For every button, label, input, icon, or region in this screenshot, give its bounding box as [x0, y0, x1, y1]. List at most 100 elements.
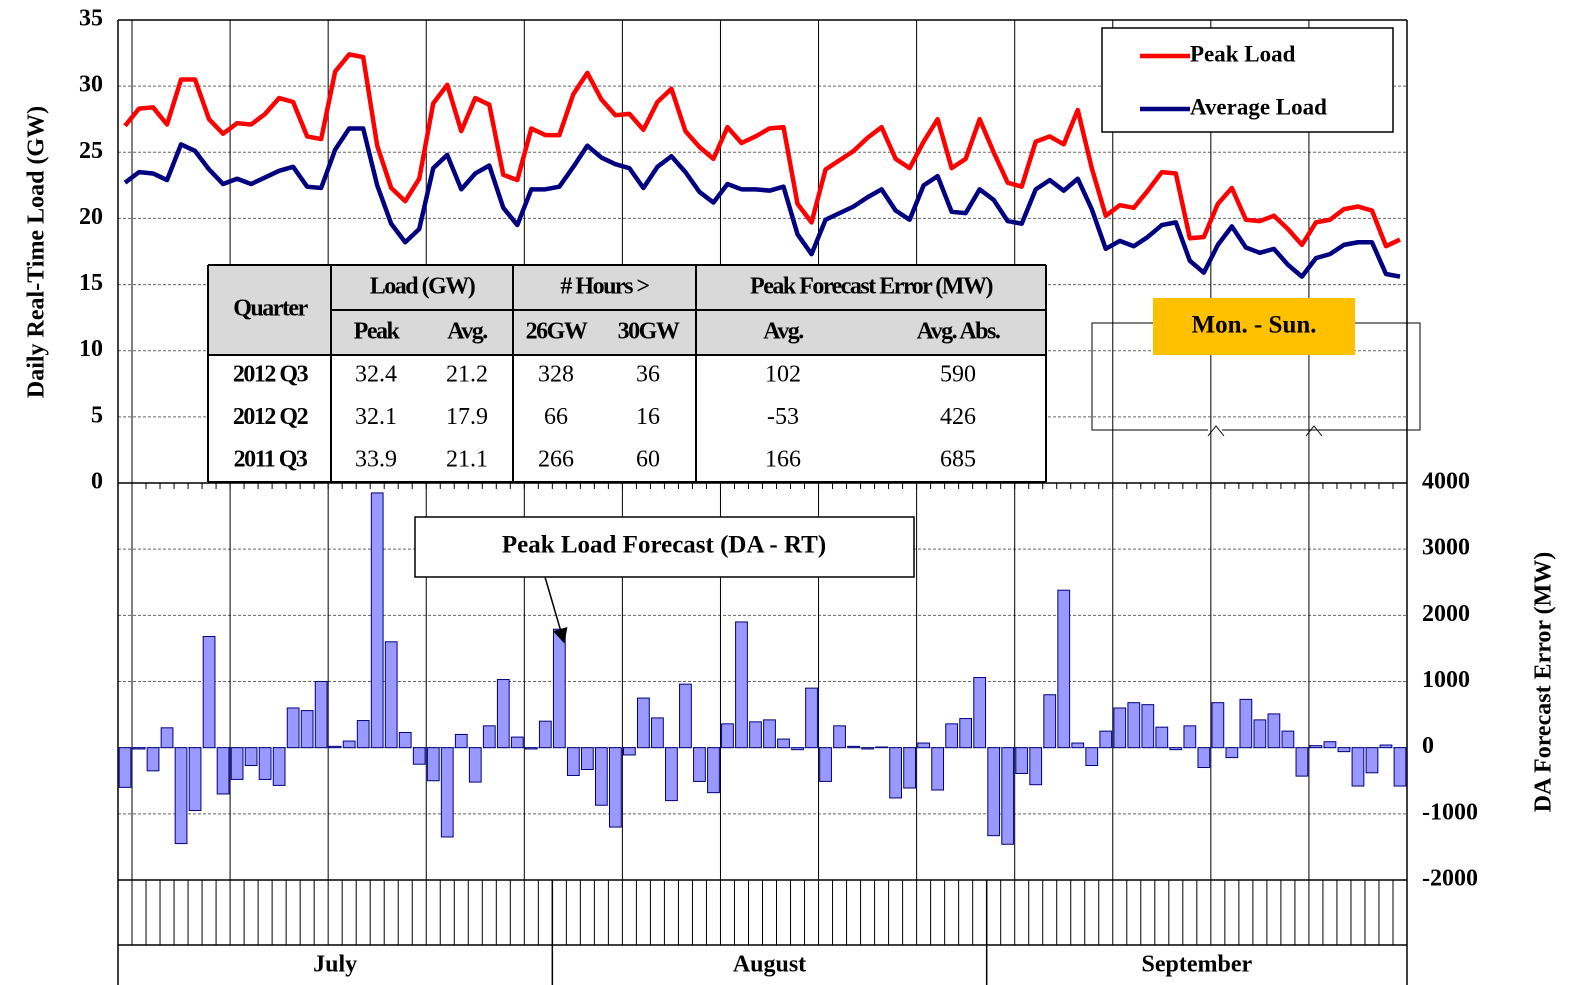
- bar: [763, 719, 776, 749]
- y-tick-label: 30: [79, 72, 103, 98]
- bar: [412, 747, 426, 765]
- bar: [1155, 726, 1169, 749]
- bar: [1295, 747, 1309, 777]
- bar: [1113, 707, 1127, 749]
- table-cell: 66: [544, 404, 568, 430]
- table-cell: 16: [636, 404, 660, 430]
- table-cell: 30GW: [618, 319, 680, 345]
- bar: [1281, 730, 1295, 749]
- bar: [272, 747, 286, 786]
- table-cell: 32.4: [355, 362, 397, 388]
- bar: [398, 731, 412, 749]
- bar: [188, 747, 202, 812]
- y2-axis-title: DA Forecast Error (MW): [1531, 552, 1557, 813]
- bar: [524, 747, 538, 750]
- bracket: [1091, 322, 1421, 431]
- bar: [370, 492, 384, 749]
- bar: [426, 747, 440, 782]
- table-cell: 21.1: [446, 447, 488, 473]
- table-cell: Quarter: [233, 296, 308, 322]
- y-tick-label: 35: [79, 6, 103, 32]
- bar: [903, 747, 916, 789]
- bar: [1267, 713, 1281, 749]
- bar: [1393, 747, 1407, 787]
- y-tick-label: 5: [91, 402, 103, 428]
- table-cell: 2012 Q3: [233, 362, 309, 388]
- table-cell: 266: [538, 447, 574, 473]
- bar: [777, 738, 790, 749]
- table-cell: Avg.: [447, 319, 487, 345]
- bar: [160, 727, 174, 749]
- bar: [1239, 698, 1253, 749]
- bar: [146, 747, 160, 772]
- bar: [749, 721, 762, 749]
- bar: [889, 747, 902, 799]
- bar: [538, 720, 552, 749]
- y2-tick-label: 4000: [1422, 469, 1470, 495]
- month-label: July: [313, 952, 357, 978]
- bar: [1309, 745, 1323, 749]
- bar: [707, 747, 720, 794]
- annotation: Peak Load Forecast (DA - RT): [502, 532, 826, 559]
- line: [123, 52, 1401, 249]
- y-tick-label: 20: [79, 204, 103, 230]
- bar: [609, 747, 622, 828]
- table-cell: 2012 Q2: [233, 404, 308, 430]
- bar: [875, 746, 888, 749]
- bar: [791, 747, 804, 751]
- bar: [286, 707, 300, 749]
- y2-tick-label: 3000: [1422, 535, 1470, 561]
- table-cell: 685: [940, 447, 976, 473]
- bar: [230, 747, 244, 780]
- bar: [342, 740, 356, 749]
- bar: [1169, 747, 1183, 751]
- bar: [833, 725, 846, 749]
- y-tick-label: 15: [79, 270, 103, 296]
- bar: [594, 747, 608, 806]
- legend-box: [1101, 27, 1394, 133]
- y2-tick-label: -2000: [1422, 866, 1478, 892]
- table-cell: Avg.: [763, 319, 803, 345]
- bar: [300, 710, 314, 749]
- bar: [1001, 747, 1015, 845]
- annotation-box: [1153, 298, 1355, 355]
- table-cell: Peak: [354, 319, 401, 345]
- table-cell: Peak Forecast Error (MW): [750, 274, 992, 300]
- bar: [1057, 589, 1071, 749]
- month-label: August: [733, 952, 806, 978]
- bar: [496, 679, 510, 749]
- bar: [679, 683, 692, 749]
- bar: [1225, 747, 1239, 759]
- bar: [735, 621, 748, 749]
- table-cell: 32.1: [355, 404, 397, 430]
- bar: [1099, 730, 1113, 749]
- bar: [931, 747, 945, 791]
- table-cell: 590: [940, 362, 976, 388]
- bar: [1253, 719, 1267, 749]
- table-cell: 33.9: [355, 447, 397, 473]
- bar: [1071, 742, 1085, 749]
- y2-tick-label: 1000: [1422, 667, 1470, 693]
- bar: [945, 723, 959, 749]
- month-label: September: [1142, 952, 1253, 978]
- line: [123, 126, 1401, 279]
- bar: [805, 687, 818, 749]
- table-cell: 21.2: [446, 362, 488, 388]
- bar: [1211, 702, 1225, 749]
- table-cell: 166: [765, 447, 801, 473]
- bar: [244, 747, 258, 767]
- bar: [174, 747, 188, 845]
- bar: [847, 745, 860, 749]
- bar: [1337, 747, 1351, 753]
- bar: [665, 747, 678, 802]
- bar: [1183, 725, 1197, 749]
- table-cell: # Hours >: [560, 274, 649, 300]
- legend-label: Average Load: [1190, 94, 1327, 119]
- bar: [1351, 747, 1365, 787]
- annotation-arrow: [544, 576, 568, 644]
- table-cell: 328: [538, 362, 574, 388]
- bar: [440, 747, 454, 838]
- table-cell: 26GW: [526, 319, 588, 345]
